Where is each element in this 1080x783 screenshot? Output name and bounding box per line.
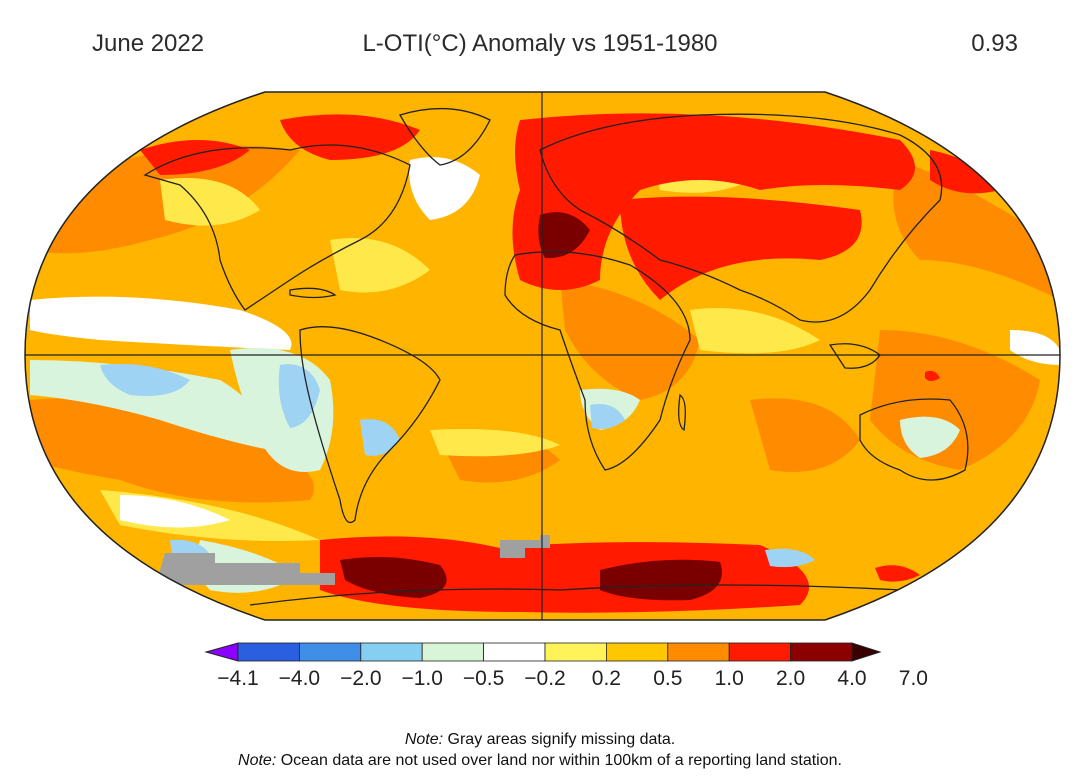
colorbar-segment [728, 642, 792, 662]
note-label: Note: [404, 731, 444, 748]
anomaly-region [340, 556, 447, 598]
anomaly-region [409, 157, 480, 220]
anomaly-region [430, 429, 560, 457]
anomaly-region [600, 559, 722, 601]
missing-data-region [160, 553, 335, 585]
colorbar-arrow-low [204, 642, 239, 662]
coastline [678, 393, 686, 432]
colorbar-segment [360, 642, 423, 662]
anomaly-region [1010, 330, 1060, 365]
note-label: Note: [238, 752, 277, 769]
anomaly-region [560, 280, 700, 400]
anomaly-region [538, 212, 590, 259]
colorbar-tick-label: −4.1 [217, 667, 259, 690]
colorbar-tick-label: −1.0 [401, 667, 443, 690]
colorbar-tick-label: −0.5 [462, 667, 505, 690]
anomaly-region [690, 308, 820, 354]
anomaly-region [930, 150, 1000, 194]
anomaly-region [900, 416, 960, 458]
colorbar-segment [606, 642, 669, 662]
coastline [289, 287, 337, 299]
coastline [143, 144, 411, 311]
map-date: June 2022 [92, 30, 205, 57]
anomaly-region [330, 238, 430, 293]
coastlines [143, 107, 969, 606]
colorbar-segment [790, 642, 853, 662]
map-outline [24, 91, 1061, 621]
anomaly-region [30, 398, 314, 503]
anomaly-region [512, 113, 915, 290]
colorbar-arrow-high [851, 642, 882, 662]
coastline [399, 107, 491, 166]
note-ocean-data: Note: Ocean data are not used over land … [0, 752, 1080, 770]
colorbar-tick-label: 0.5 [653, 667, 683, 690]
colorbar-tick-label: −0.2 [524, 667, 566, 690]
anomaly-region [278, 364, 320, 428]
coastline [539, 113, 943, 323]
note-text: Gray areas signify missing data. [443, 731, 676, 748]
anomaly-region [590, 404, 625, 429]
colorbar-segment [237, 642, 300, 662]
colorbar-segment [544, 642, 607, 662]
anomaly-region [30, 360, 270, 450]
missing-data-region [500, 535, 550, 558]
anomaly-region [925, 370, 940, 381]
note-text: Ocean data are not used over land nor wi… [276, 752, 842, 769]
colorbar-segment [483, 642, 546, 662]
colorbar-tick-label: 2.0 [775, 667, 806, 690]
anomaly-region [280, 114, 420, 160]
anomaly-region [875, 565, 920, 582]
coastline [299, 326, 441, 524]
anomaly-region [620, 196, 862, 300]
colorbar-tick-label: 1.0 [714, 667, 744, 690]
coastline [504, 251, 691, 471]
colorbar-segment [421, 642, 485, 662]
anomaly-region [120, 495, 230, 528]
colorbar-tick-label: 7.0 [898, 667, 928, 690]
coastline [249, 584, 901, 606]
coastline [859, 398, 969, 481]
colorbar-segment [298, 642, 362, 662]
map-title: L-OTI(°C) Anomaly vs 1951-1980 [362, 30, 718, 57]
colorbar-tick-label: −4.0 [278, 667, 321, 690]
anomaly-region [30, 296, 292, 350]
anomaly-region [765, 548, 815, 568]
colorbar-tick-label: −2.0 [340, 667, 382, 690]
note-missing-data: Note: Gray areas signify missing data. [0, 731, 1080, 749]
anomaly-region [360, 419, 400, 456]
anomaly-region [100, 364, 190, 396]
colorbar-tick-label: 4.0 [837, 667, 867, 690]
anomaly-region [750, 398, 860, 472]
global-mean-anomaly: 0.93 [971, 30, 1018, 57]
colorbar-tick-label: 0.2 [591, 667, 621, 690]
colorbar-segment [667, 642, 730, 662]
anomaly-region [893, 160, 1060, 300]
